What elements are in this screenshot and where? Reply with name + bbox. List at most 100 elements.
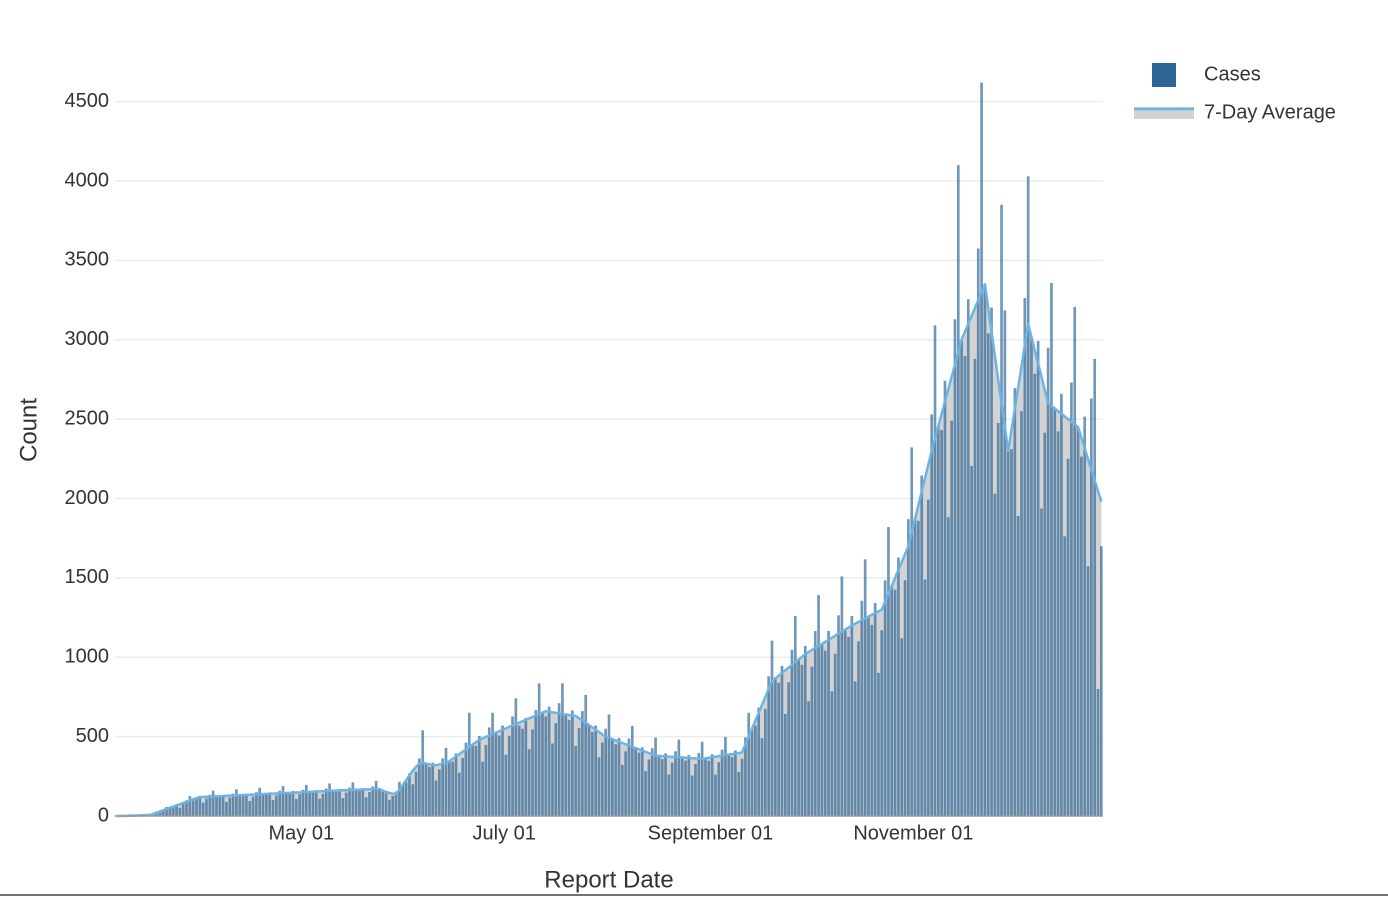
bar — [1033, 373, 1037, 816]
bar — [228, 797, 232, 816]
bar — [1030, 337, 1033, 816]
bar — [218, 797, 222, 816]
bar — [850, 615, 854, 816]
bar — [694, 764, 697, 816]
y-axis-label: Count — [15, 398, 42, 462]
bar — [1093, 358, 1097, 816]
bar — [318, 798, 321, 816]
bar — [444, 747, 448, 816]
bar — [155, 813, 158, 816]
bar — [956, 165, 960, 816]
bar — [231, 793, 235, 816]
bar — [797, 659, 800, 816]
bar — [178, 807, 182, 816]
bar — [1070, 382, 1073, 816]
bar — [963, 355, 967, 816]
bar — [261, 793, 265, 816]
bar — [617, 738, 621, 816]
bar — [311, 792, 315, 816]
bar — [258, 787, 262, 816]
bar — [511, 716, 514, 816]
bar — [610, 739, 614, 816]
bar — [767, 676, 771, 816]
bar — [547, 706, 551, 816]
bar — [208, 794, 212, 816]
bar — [793, 615, 797, 816]
bar — [324, 788, 328, 816]
bar — [913, 519, 917, 816]
bar — [1076, 427, 1080, 816]
bar — [484, 744, 488, 816]
bar — [983, 284, 987, 816]
bar — [1053, 408, 1057, 816]
bar — [647, 759, 651, 816]
bar — [690, 775, 694, 816]
bar — [1046, 347, 1050, 816]
bar — [428, 766, 431, 816]
bar — [354, 789, 358, 816]
bar — [700, 741, 704, 816]
bar — [368, 792, 371, 816]
bar — [927, 499, 930, 816]
bar — [800, 664, 804, 816]
bar — [1013, 388, 1017, 816]
bar — [507, 735, 511, 816]
bar — [637, 752, 641, 816]
bar — [394, 791, 398, 816]
bar — [1043, 432, 1047, 816]
bar — [1026, 176, 1030, 816]
bar — [657, 755, 661, 816]
bar — [168, 807, 172, 816]
bar — [687, 755, 691, 816]
bar — [1073, 306, 1077, 816]
bar — [893, 589, 897, 816]
bar — [937, 426, 940, 816]
bar — [677, 739, 681, 816]
bar — [481, 761, 484, 816]
bar — [221, 795, 225, 816]
bar — [408, 773, 411, 816]
bar — [863, 559, 867, 816]
bar — [930, 414, 934, 816]
bar — [843, 629, 847, 816]
bar — [783, 713, 787, 816]
bar — [198, 795, 202, 816]
bar — [817, 595, 820, 816]
bar — [933, 325, 937, 816]
bar — [1023, 298, 1027, 816]
bar — [527, 749, 531, 816]
bar — [191, 799, 195, 816]
bar — [461, 758, 464, 816]
bar — [1066, 458, 1070, 816]
bar — [487, 727, 491, 816]
bar — [620, 764, 624, 816]
y-tick-label: 3000 — [65, 328, 110, 350]
bar — [421, 730, 425, 816]
bar — [820, 643, 824, 816]
bar — [704, 758, 707, 816]
bar — [364, 797, 368, 816]
bar — [670, 762, 674, 816]
bar — [640, 747, 644, 816]
bar — [840, 576, 844, 816]
bar — [501, 725, 504, 816]
bar — [740, 758, 744, 816]
bar — [514, 698, 518, 816]
bar — [438, 769, 441, 816]
y-tick-label: 4500 — [65, 90, 110, 112]
bar — [454, 753, 458, 816]
bar — [471, 744, 474, 816]
bar — [464, 742, 468, 816]
bar — [1096, 689, 1100, 816]
bar — [684, 760, 687, 816]
bar — [890, 585, 894, 816]
bar — [790, 649, 794, 816]
bar — [554, 723, 558, 816]
bar — [404, 782, 408, 816]
bar — [185, 800, 188, 816]
bar — [990, 307, 993, 816]
bar — [837, 615, 840, 816]
bar — [431, 762, 435, 816]
x-tick-label: July 01 — [473, 822, 536, 844]
